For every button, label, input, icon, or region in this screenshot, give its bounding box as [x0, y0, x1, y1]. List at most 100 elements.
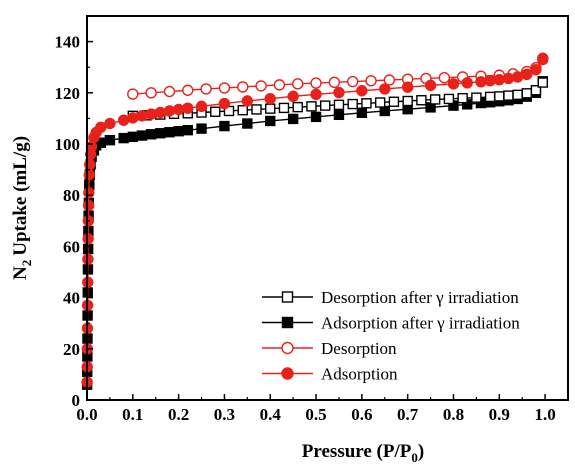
x-tick-label: 1.0 — [534, 405, 555, 424]
data-point — [447, 78, 460, 90]
data-point — [241, 95, 254, 107]
x-tick-label: 0.6 — [351, 405, 372, 424]
data-point — [292, 101, 303, 113]
data-point — [494, 91, 505, 102]
data-point — [200, 83, 212, 95]
y-tick-label: 120 — [55, 84, 81, 103]
y-tick-label: 20 — [63, 340, 80, 359]
data-point — [537, 53, 549, 66]
x-axis-title-end: ) — [418, 441, 424, 462]
data-point — [265, 115, 276, 127]
data-point — [83, 186, 95, 199]
data-point — [438, 71, 451, 84]
plot-marks — [81, 52, 549, 390]
data-point — [251, 104, 262, 115]
data-point — [287, 113, 299, 125]
data-point — [219, 120, 230, 132]
data-point — [471, 92, 482, 103]
y-tick-label: 40 — [63, 289, 80, 308]
data-point — [273, 79, 286, 91]
data-point — [511, 71, 524, 83]
data-point — [172, 103, 185, 116]
data-point — [145, 108, 157, 120]
data-point — [218, 97, 231, 110]
legend-label: Adsorption after γ irradiation — [321, 314, 520, 333]
data-point — [196, 123, 207, 134]
data-point — [461, 77, 473, 89]
data-point — [155, 128, 166, 139]
data-point — [424, 79, 437, 92]
legend: Desorption after γ irradiation Adsorption… — [262, 288, 520, 384]
data-point — [163, 105, 176, 117]
legend-entry: Desorption — [262, 339, 397, 358]
legend-marker — [281, 291, 294, 303]
data-point — [320, 100, 331, 111]
data-point — [379, 105, 390, 117]
y-axis-title-main: Uptake (mL/g) — [10, 136, 31, 256]
data-point — [242, 118, 253, 129]
data-point — [264, 92, 276, 105]
y-tick-label: 80 — [63, 186, 80, 205]
data-point — [182, 124, 193, 136]
x-axis-title: Pressure (P/P0) — [302, 441, 424, 465]
data-point — [310, 88, 322, 101]
data-point — [104, 134, 116, 146]
data-point — [82, 199, 95, 212]
data-point — [537, 77, 549, 88]
data-point — [383, 74, 396, 86]
x-tick-label: 0.8 — [443, 405, 464, 424]
legend-label: Desorption — [321, 339, 397, 358]
data-point — [475, 76, 487, 88]
y-axis-title-sub: 2 — [19, 260, 34, 267]
x-tick-label: 0.0 — [76, 405, 97, 424]
y-axis-title: N2 Uptake (mL/g) — [10, 136, 34, 280]
data-point — [484, 91, 496, 103]
y-tick-label: 60 — [63, 237, 80, 256]
legend-entry: Desorption after γ irradiation — [262, 288, 519, 307]
data-point — [457, 92, 468, 104]
data-point — [117, 114, 130, 126]
data-point — [218, 82, 231, 94]
data-point — [163, 85, 176, 98]
data-point — [484, 75, 496, 87]
data-point — [443, 93, 455, 105]
data-point — [333, 86, 345, 99]
data-point — [521, 88, 532, 99]
data-point — [127, 88, 139, 100]
data-point — [333, 99, 345, 111]
data-point — [310, 111, 322, 123]
series-line — [86, 80, 544, 385]
data-point — [164, 127, 175, 138]
data-point — [83, 169, 95, 181]
data-point — [356, 85, 368, 97]
data-point — [401, 81, 414, 93]
y-tick-label: 0 — [72, 391, 81, 410]
y-axis-title-prefix: N — [10, 266, 31, 280]
data-point — [429, 94, 441, 105]
data-point — [182, 84, 194, 96]
data-point — [136, 130, 148, 141]
data-point — [173, 125, 184, 137]
data-point — [136, 110, 148, 122]
data-point — [361, 98, 372, 109]
y-axis: 0 20 40 60 80 100 120 140 — [55, 33, 93, 410]
data-point — [154, 106, 166, 119]
x-tick-label: 0.2 — [168, 405, 189, 424]
legend-marker — [281, 367, 294, 380]
data-point — [328, 76, 341, 89]
x-axis-title-main: Pressure (P/P — [302, 441, 412, 462]
data-point — [182, 102, 194, 114]
data-point — [255, 80, 267, 92]
data-point — [365, 75, 377, 87]
data-point — [310, 77, 322, 89]
data-point — [388, 96, 400, 107]
legend-marker — [281, 316, 294, 329]
legend-marker — [281, 341, 294, 355]
data-point — [333, 109, 345, 121]
data-point — [493, 74, 505, 86]
x-tick-label: 0.4 — [260, 405, 282, 424]
y-tick-label: 140 — [55, 33, 81, 52]
legend-entry: Adsorption after γ irradiation — [262, 314, 520, 333]
data-point — [292, 78, 304, 90]
